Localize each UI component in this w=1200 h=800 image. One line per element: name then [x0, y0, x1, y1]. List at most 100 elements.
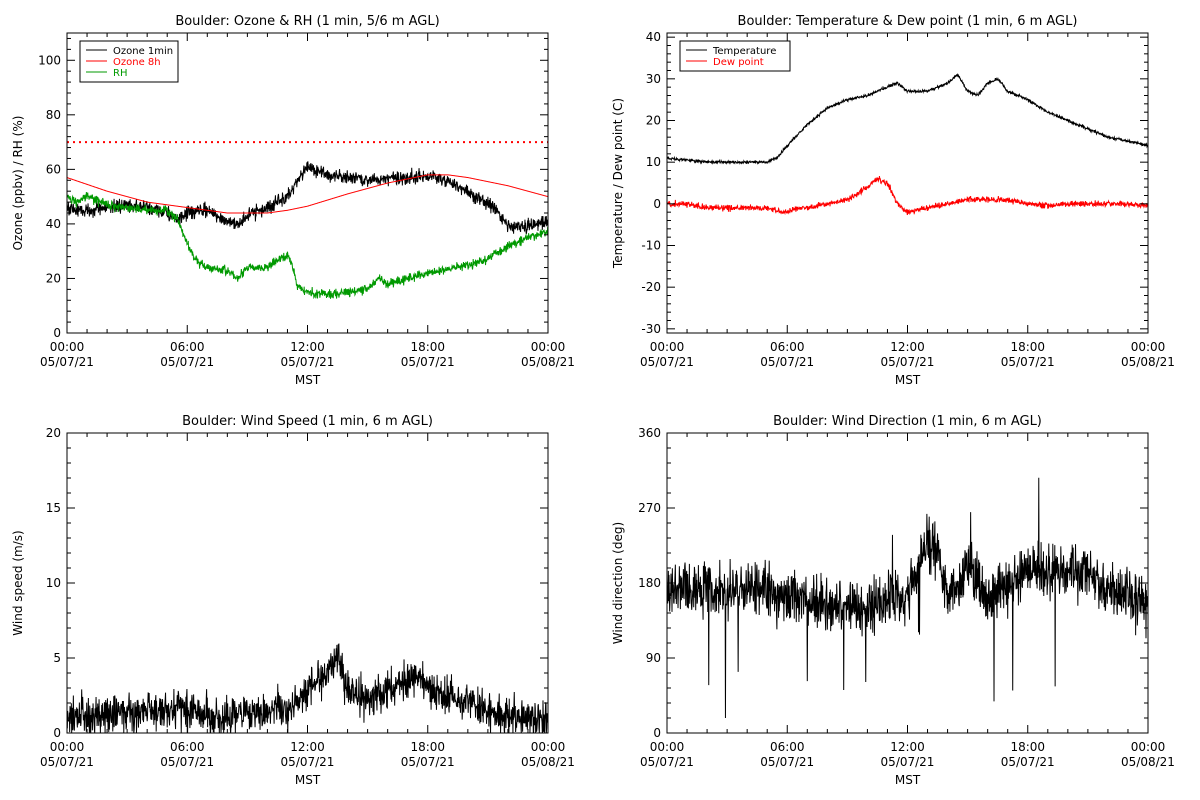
x-tick-label-time: 00:00 [531, 340, 566, 354]
y-tick-label: 0 [53, 326, 61, 340]
x-axis-label: MST [895, 373, 921, 387]
y-tick-label: 180 [638, 576, 661, 590]
plot-frame [666, 32, 1149, 334]
x-axis-label: MST [895, 773, 921, 787]
series-line-dew-point [667, 176, 1148, 216]
panel-title: Boulder: Wind Speed (1 min, 6 m AGL) [182, 414, 433, 429]
y-tick-label: 100 [38, 53, 61, 67]
series-line-wind_direction [667, 477, 1148, 718]
series-line-temperature [667, 72, 1148, 165]
x-tick-label-time: 00:00 [50, 340, 85, 354]
y-axis-label: Wind direction (deg) [611, 522, 625, 644]
y-tick-label: 0 [653, 197, 661, 211]
x-tick-label-date: 05/08/21 [521, 755, 575, 769]
y-tick-label: 20 [46, 426, 61, 440]
x-tick-label-date: 05/07/21 [40, 755, 94, 769]
x-tick-label-date: 05/07/21 [40, 355, 94, 369]
y-tick-label: 15 [46, 501, 61, 515]
x-tick-label-time: 18:00 [1010, 740, 1045, 754]
y-tick-label: 10 [46, 576, 61, 590]
y-tick-label: 90 [646, 651, 661, 665]
x-tick-label-time: 12:00 [890, 340, 925, 354]
x-tick-label-date: 05/07/21 [401, 755, 455, 769]
panel-title: Boulder: Ozone & RH (1 min, 5/6 m AGL) [175, 14, 439, 29]
series-group [667, 72, 1148, 216]
y-axis-label: Ozone (ppbv) / RH (%) [11, 116, 25, 251]
x-tick-label-time: 12:00 [890, 740, 925, 754]
x-tick-label-time: 00:00 [531, 740, 566, 754]
x-tick-label-time: 06:00 [770, 340, 805, 354]
x-tick-label-time: 18:00 [410, 740, 445, 754]
y-tick-label: -30 [641, 322, 661, 336]
y-tick-label: 0 [53, 726, 61, 740]
series-line-wind_speed [67, 643, 548, 733]
panel-temp_dew: Boulder: Temperature & Dew point (1 min,… [611, 14, 1175, 387]
legend-label: Ozone 8h [113, 57, 161, 68]
x-tick-label-time: 00:00 [50, 740, 85, 754]
x-tick-label-date: 05/07/21 [1001, 355, 1055, 369]
x-tick-label-date: 05/08/21 [521, 355, 575, 369]
series-line-ozone-1min [67, 161, 548, 235]
x-tick-label-date: 05/07/21 [401, 355, 455, 369]
x-tick-label-date: 05/07/21 [281, 755, 335, 769]
x-tick-label-time: 18:00 [1010, 340, 1045, 354]
x-tick-label-date: 05/08/21 [1121, 355, 1175, 369]
y-tick-label: 40 [46, 217, 61, 231]
x-tick-label-time: 18:00 [410, 340, 445, 354]
series-line-rh [67, 192, 548, 300]
legend-label: RH [113, 68, 127, 79]
x-tick-label-date: 05/07/21 [281, 355, 335, 369]
legend-label: Ozone 1min [113, 46, 173, 57]
x-tick-label-time: 06:00 [170, 340, 205, 354]
series-group [67, 643, 548, 733]
x-tick-label-time: 00:00 [650, 740, 685, 754]
series-group [67, 161, 548, 300]
x-tick-label-date: 05/07/21 [640, 755, 694, 769]
y-tick-label: 40 [646, 30, 661, 44]
x-tick-label-date: 05/07/21 [1001, 755, 1055, 769]
y-tick-label: 80 [46, 108, 61, 122]
panel-wind_direction: Boulder: Wind Direction (1 min, 6 m AGL)… [611, 414, 1175, 787]
y-tick-label: 60 [46, 162, 61, 176]
x-tick-label-time: 12:00 [290, 740, 325, 754]
x-tick-label-time: 00:00 [650, 340, 685, 354]
x-tick-label-date: 05/07/21 [640, 355, 694, 369]
y-axis-label: Temperature / Dew point (C) [611, 98, 625, 269]
y-tick-label: -20 [641, 280, 661, 294]
legend-box [679, 40, 791, 72]
legend-label: Dew point [713, 57, 764, 68]
x-axis-label: MST [295, 773, 321, 787]
x-tick-label-date: 05/07/21 [760, 755, 814, 769]
y-tick-label: 20 [46, 271, 61, 285]
x-tick-label-date: 05/07/21 [160, 355, 214, 369]
x-tick-label-date: 05/07/21 [881, 355, 935, 369]
x-tick-label-date: 05/07/21 [881, 755, 935, 769]
panel-title: Boulder: Wind Direction (1 min, 6 m AGL) [773, 414, 1042, 429]
x-tick-label-time: 00:00 [1131, 340, 1166, 354]
y-tick-label: 360 [638, 426, 661, 440]
x-tick-label-time: 00:00 [1131, 740, 1166, 754]
y-tick-label: 270 [638, 501, 661, 515]
series-line-ozone-8h [67, 174, 548, 214]
panel-title: Boulder: Temperature & Dew point (1 min,… [738, 14, 1078, 29]
legend-label: Temperature [712, 46, 776, 57]
y-tick-label: 0 [653, 726, 661, 740]
x-tick-label-date: 05/07/21 [760, 355, 814, 369]
y-tick-label: 10 [646, 155, 661, 169]
y-tick-label: 30 [646, 72, 661, 86]
x-axis-label: MST [295, 373, 321, 387]
panel-ozone_rh: Boulder: Ozone & RH (1 min, 5/6 m AGL)00… [11, 14, 575, 387]
y-axis-label: Wind speed (m/s) [11, 530, 25, 635]
panel-wind_speed: Boulder: Wind Speed (1 min, 6 m AGL) 00:0… [11, 414, 575, 787]
y-tick-label: 5 [53, 651, 61, 665]
x-tick-label-time: 12:00 [290, 340, 325, 354]
x-tick-label-time: 06:00 [170, 740, 205, 754]
series-group [667, 477, 1148, 718]
x-tick-label-date: 05/08/21 [1121, 755, 1175, 769]
y-tick-label: 20 [646, 114, 661, 128]
x-tick-label-time: 06:00 [770, 740, 805, 754]
y-tick-label: -10 [641, 239, 661, 253]
